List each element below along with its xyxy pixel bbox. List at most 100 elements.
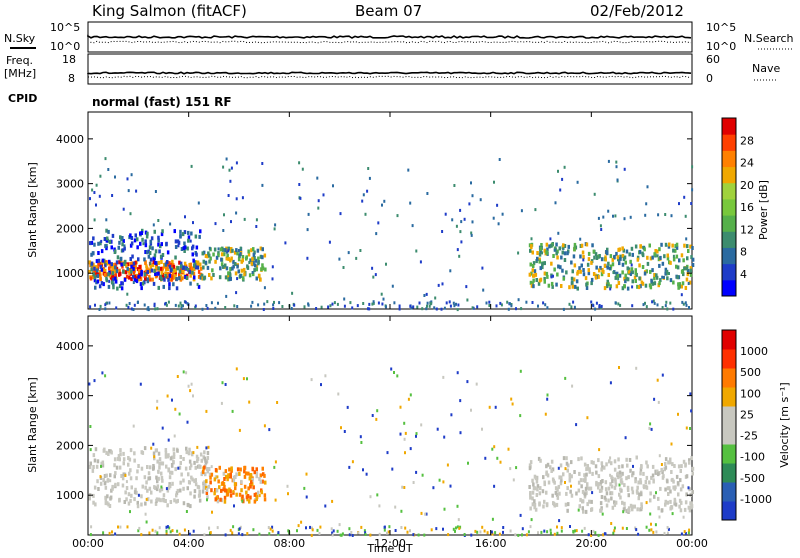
data-point — [239, 525, 242, 529]
data-point — [104, 501, 108, 506]
data-point — [189, 491, 192, 496]
data-point — [232, 478, 236, 483]
data-point — [156, 406, 159, 410]
data-point — [686, 269, 690, 273]
data-point — [125, 480, 128, 484]
data-point — [99, 475, 102, 479]
data-point — [135, 279, 139, 284]
data-point — [564, 502, 568, 507]
data-point — [166, 275, 169, 279]
data-point — [182, 457, 185, 461]
data-point — [569, 489, 572, 494]
data-point — [153, 456, 156, 461]
data-point — [118, 457, 121, 462]
data-point — [607, 282, 610, 287]
data-point — [549, 465, 552, 470]
data-point — [224, 275, 228, 280]
data-point — [190, 266, 194, 271]
data-point — [174, 245, 178, 249]
data-point — [669, 278, 673, 283]
data-point — [455, 526, 457, 530]
data-point — [97, 258, 101, 263]
data-point — [264, 480, 267, 485]
data-point — [657, 472, 660, 477]
data-point — [595, 265, 598, 270]
data-point — [644, 301, 646, 305]
data-point — [534, 476, 538, 481]
data-point — [347, 251, 350, 255]
data-point — [232, 525, 235, 529]
data-point — [577, 457, 580, 462]
data-point — [130, 236, 134, 240]
data-point — [550, 459, 554, 464]
data-point — [545, 471, 548, 476]
data-point — [247, 252, 251, 257]
data-point — [678, 282, 682, 287]
data-point — [640, 280, 644, 285]
data-point — [543, 482, 546, 487]
data-point — [174, 272, 177, 277]
data-point — [508, 302, 511, 306]
data-point — [535, 278, 538, 282]
data-point — [470, 231, 473, 235]
data-point — [318, 532, 321, 535]
data-point — [219, 247, 223, 252]
data-point — [364, 533, 367, 536]
data-point — [207, 467, 211, 471]
data-point — [178, 260, 181, 265]
data-point — [327, 305, 330, 309]
data-point — [553, 480, 556, 485]
data-point — [157, 219, 160, 222]
data-point — [138, 271, 141, 276]
data-point — [582, 268, 585, 272]
data-point — [211, 510, 213, 514]
data-point — [104, 264, 107, 268]
data-point — [666, 486, 670, 491]
data-point — [502, 526, 505, 529]
data-point — [179, 274, 183, 279]
data-point — [611, 479, 614, 484]
data-point — [485, 301, 488, 305]
data-point — [159, 266, 163, 271]
data-point — [584, 509, 588, 514]
data-point — [277, 532, 280, 536]
data-point — [152, 465, 155, 470]
data-point — [106, 494, 109, 499]
data-point — [140, 466, 144, 471]
data-point — [690, 202, 693, 205]
data-point — [662, 276, 665, 279]
data-point — [512, 478, 515, 482]
data-point — [229, 249, 233, 254]
data-point — [92, 500, 95, 505]
data-point — [224, 263, 227, 268]
data-point — [249, 495, 252, 500]
data-point — [627, 493, 630, 498]
data-point — [675, 264, 678, 269]
data-point — [178, 532, 181, 536]
data-point — [144, 269, 148, 274]
data-point — [119, 256, 123, 261]
data-point — [100, 281, 104, 286]
data-point — [636, 257, 640, 262]
data-point — [586, 464, 589, 468]
colorbar-segment — [722, 425, 736, 445]
data-point — [459, 230, 462, 234]
data-point — [576, 271, 579, 276]
data-point — [160, 487, 164, 492]
data-point — [685, 266, 689, 271]
data-point — [187, 451, 191, 456]
data-point — [241, 255, 245, 259]
data-point — [143, 272, 147, 277]
data-point — [631, 504, 635, 509]
data-point — [626, 485, 630, 490]
data-point — [188, 269, 191, 274]
data-point — [233, 504, 235, 508]
data-point — [116, 255, 120, 260]
data-point — [128, 275, 131, 280]
data-point — [117, 454, 121, 458]
data-point — [681, 484, 685, 489]
data-point — [147, 476, 150, 481]
data-point — [164, 302, 167, 306]
data-point — [235, 367, 238, 371]
data-point — [267, 526, 270, 529]
